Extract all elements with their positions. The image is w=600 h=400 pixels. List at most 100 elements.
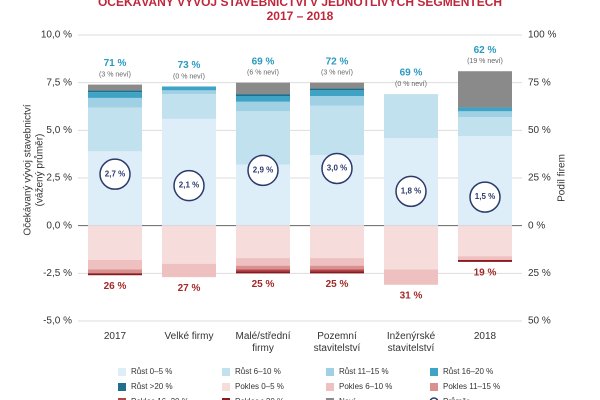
bar-segment (310, 225, 364, 259)
average-marker (173, 169, 205, 202)
growth-label: 69 % (400, 68, 423, 79)
y-tick-label: 0,0 % (46, 220, 72, 231)
legend-swatch (222, 383, 230, 391)
unknown-label: (19 % neví) (467, 58, 503, 65)
growth-label: 73 % (178, 60, 201, 71)
bar-segment (310, 265, 364, 270)
bar-segment (310, 269, 364, 272)
decline-label: 25 % (326, 279, 349, 290)
growth-label: 62 % (474, 45, 497, 56)
y2-tick-label: 25 % (528, 268, 551, 279)
legend-label: Pokles 16–20 % (131, 397, 189, 400)
bar-segment (384, 269, 438, 285)
legend-label: Pokles 11–15 % (443, 382, 500, 391)
legend-swatch (118, 368, 126, 376)
bar-segment (88, 90, 142, 93)
average-marker (99, 158, 131, 190)
growth-label: 72 % (326, 56, 349, 67)
x-tick-label: Inženýrské stavitelství (386, 331, 436, 354)
legend-swatch (326, 383, 334, 391)
average-label: 2,7 % (105, 169, 125, 178)
unknown-label: (0 % neví) (173, 73, 205, 80)
bar-segment (310, 96, 364, 106)
average-label: 1,5 % (475, 192, 495, 201)
bar-segment (88, 225, 142, 260)
legend-label: Růst 11–15 % (339, 367, 389, 376)
bar-segment (384, 94, 438, 138)
legend-label: Pokles 6–10 % (339, 382, 392, 391)
growth-label: 69 % (252, 56, 275, 67)
x-tick-label: Velké firmy (164, 331, 214, 342)
legend-swatch (430, 383, 438, 391)
legend-swatch (222, 368, 230, 376)
bar-segment (236, 271, 290, 274)
y-tick-label: 7,5 % (46, 77, 72, 88)
average-label: 2,1 % (179, 181, 199, 190)
bar-segment (236, 94, 290, 97)
bar-segment (236, 265, 290, 270)
bar-segment (162, 86, 216, 91)
bar-segment (310, 258, 364, 266)
average-label: 2,9 % (253, 165, 273, 174)
average-marker (469, 181, 501, 213)
bar-segment (236, 82, 290, 95)
x-tick-label: 2018 (473, 331, 497, 342)
average-label: 1,8 % (401, 186, 421, 195)
bar-segment (162, 94, 216, 119)
y-tick-label: -5,0 % (43, 316, 72, 327)
unknown-label: (0 % neví) (395, 81, 427, 88)
bar-segment (236, 258, 290, 266)
unknown-label: (3 % neví) (321, 70, 353, 77)
legend-swatch (118, 398, 126, 400)
legend-label: Růst 0–5 % (131, 367, 172, 376)
y2-tick-label: 25 % (528, 173, 551, 184)
y-axis-label: (vážený průměr) (34, 134, 46, 207)
average-marker (395, 175, 427, 208)
bar-segment (236, 269, 290, 272)
legend-swatch (430, 368, 438, 376)
y-tick-label: 10,0 % (41, 30, 72, 41)
bar-segment (310, 105, 364, 156)
chart-title: OČEKÁVANÝ VÝVOJ STAVEBNICTVÍ V JEDNOTLIV… (98, 0, 502, 9)
unknown-label: (6 % neví) (247, 70, 279, 77)
growth-label: 71 % (104, 58, 127, 69)
legend-label: Pokles 0–5 % (235, 382, 284, 391)
legend-swatch (326, 368, 334, 376)
legend-swatch (222, 398, 230, 400)
y2-tick-label: 100 % (528, 30, 556, 41)
y-axis-label: Očekávaný vývoj stavebnictví (23, 104, 34, 235)
bar-segment (458, 259, 512, 262)
average-marker (247, 154, 279, 187)
legend-label: Růst 6–10 % (235, 367, 281, 376)
bar-segment (236, 225, 290, 259)
x-tick-label: Pozemní stavitelství (313, 331, 361, 354)
bar-segment (458, 256, 512, 260)
average-label: 3,0 % (327, 164, 347, 173)
bar-segment (88, 97, 142, 108)
decline-label: 31 % (400, 290, 423, 301)
y2-axis-label: Podíl firem (557, 154, 568, 202)
bar-segment (162, 90, 216, 95)
legend-label: Neví (339, 397, 356, 400)
x-tick-label: 2017 (103, 331, 127, 342)
bar-segment (88, 259, 142, 270)
bar-segment (162, 225, 216, 264)
chart-subtitle: 2017 – 2018 (267, 9, 334, 23)
y2-tick-label: 75 % (528, 77, 551, 88)
y2-tick-label: 50 % (528, 125, 551, 136)
bar-segment (310, 88, 364, 91)
decline-label: 27 % (178, 283, 201, 294)
legend-swatch (326, 398, 334, 400)
legend-label: Průměr (443, 397, 470, 400)
bar-segment (88, 273, 142, 276)
bar-segment (88, 92, 142, 98)
bar-segment (88, 84, 142, 91)
y-tick-label: -2,5 % (43, 268, 72, 279)
legend-swatch (118, 383, 126, 391)
bar-segment (458, 116, 512, 137)
bar-segment (458, 107, 512, 112)
y-tick-label: 2,5 % (46, 173, 72, 184)
bar-segment (458, 111, 512, 117)
bar-segment (162, 263, 216, 278)
